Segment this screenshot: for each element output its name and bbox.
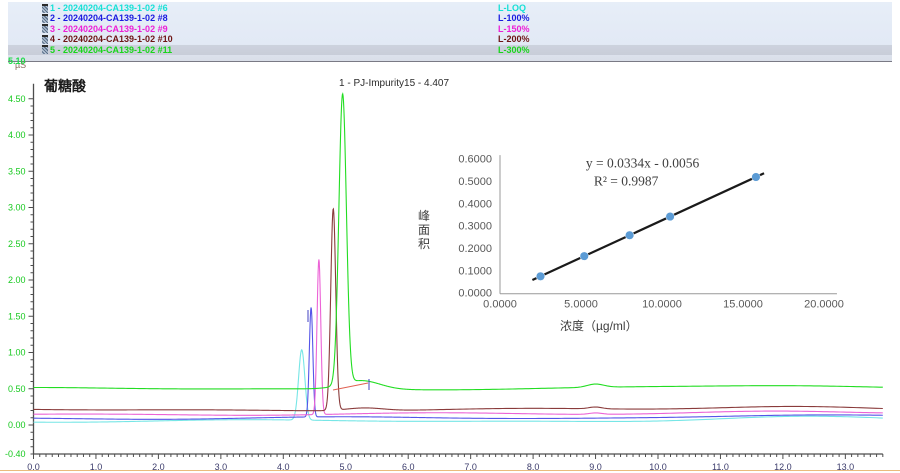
svg-text:15.0000: 15.0000 — [723, 299, 763, 311]
svg-text:y = 0.0334x - 0.0056: y = 0.0334x - 0.0056 — [586, 155, 700, 170]
svg-text:0.5000: 0.5000 — [458, 176, 492, 188]
svg-text:20.0000: 20.0000 — [804, 299, 844, 311]
svg-text:5.0000: 5.0000 — [564, 299, 598, 311]
svg-text:0.4000: 0.4000 — [458, 198, 492, 210]
svg-text:0.6000: 0.6000 — [458, 154, 492, 166]
svg-text:0.3000: 0.3000 — [458, 221, 492, 233]
svg-text:10.0000: 10.0000 — [642, 299, 682, 311]
svg-text:R² = 0.9987: R² = 0.9987 — [594, 173, 659, 188]
svg-text:0.0000: 0.0000 — [483, 299, 517, 311]
svg-text:0.2000: 0.2000 — [458, 243, 492, 255]
svg-text:0.1000: 0.1000 — [458, 265, 492, 277]
